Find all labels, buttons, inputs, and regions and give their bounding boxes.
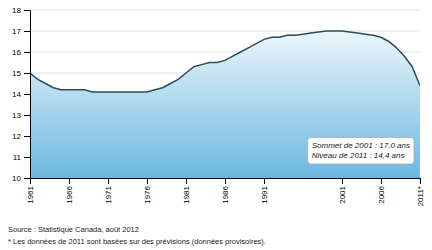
x-tick: 1986 <box>221 178 230 204</box>
data <box>30 31 420 178</box>
y-tick-mark <box>24 136 30 137</box>
x-tick-mark <box>342 178 343 184</box>
x-tick-label: 1976 <box>143 185 152 203</box>
y-tick-label: 10 <box>12 174 21 183</box>
y-tick-mark <box>24 73 30 74</box>
y-tick-label: 16 <box>12 48 21 57</box>
x-tick-label: 1981 <box>182 185 191 203</box>
y-tick-mark <box>24 31 30 32</box>
x-tick-label: 2011* <box>416 186 425 206</box>
y-tick: 13 <box>12 111 30 120</box>
y-tick: 14 <box>12 90 30 99</box>
x-tick-mark <box>108 178 109 184</box>
x-tick-label: 2001 <box>338 185 347 203</box>
y-tick-mark <box>24 115 30 116</box>
x-tick: 1991 <box>260 178 269 204</box>
y-tick-label: 17 <box>12 27 21 36</box>
y-tick-mark <box>24 10 30 11</box>
y-axis: 10 11 12 13 14 15 16 17 18 <box>12 6 30 183</box>
y-tick-label: 13 <box>12 111 21 120</box>
y-tick: 18 <box>12 6 30 15</box>
y-axis-line <box>24 11 31 179</box>
x-tick-mark <box>225 178 226 184</box>
x-tick-mark <box>186 178 187 184</box>
y-tick-label: 11 <box>13 153 22 162</box>
chart: 1961 1966 1971 1976 1981 1986 1991 2001 2006 2011… <box>0 0 432 250</box>
x-axis-line <box>31 179 421 185</box>
y-tick-mark <box>24 52 30 53</box>
annotation-box <box>308 137 414 164</box>
x-tick: 1976 <box>143 178 152 204</box>
footnote: * Les données de 2011 sont basées sur de… <box>8 237 266 246</box>
x-tick: 2011* <box>416 178 425 206</box>
x-tick: 1961 <box>26 178 35 204</box>
annotation-text: Sommet de 2001 : 17,0 ansNiveau de 2011 … <box>312 141 410 160</box>
grid-line <box>30 10 420 11</box>
x-tick-mark <box>264 178 265 184</box>
annotation: Sommet de 2001 : 17,0 ansNiveau de 2011 … <box>308 137 414 164</box>
x-tick-label: 2006 <box>377 185 386 203</box>
y-tick: 10 <box>12 174 30 183</box>
x-tick-mark <box>147 178 148 184</box>
x-tick: 1971 <box>104 178 113 204</box>
y-tick: 12 <box>12 132 30 141</box>
x-tick-mark <box>381 178 382 184</box>
y-tick: 16 <box>12 48 30 57</box>
x-tick-label: 1961 <box>26 185 35 203</box>
y-tick-mark <box>24 94 30 95</box>
y-tick-label: 12 <box>12 132 21 141</box>
x-tick: 2001 <box>338 178 347 204</box>
x-tick-label: 1991 <box>260 185 269 203</box>
x-tick-label: 1966 <box>65 185 74 203</box>
x-tick-mark <box>420 178 421 184</box>
x-tick: 1981 <box>182 178 191 204</box>
source: Source : Statistique Canada, août 2012 <box>8 225 139 234</box>
y-tick-mark <box>24 157 30 158</box>
plot: 1961 1966 1971 1976 1981 1986 1991 2001 2006 2011… <box>12 6 425 206</box>
x-tick: 2006 <box>377 178 386 204</box>
x-tick-mark <box>69 178 70 184</box>
y-tick-label: 15 <box>12 69 21 78</box>
line <box>30 31 420 92</box>
y-tick: 11 <box>13 153 30 162</box>
area <box>30 31 420 178</box>
y-tick-mark <box>24 178 30 179</box>
y-tick-label: 18 <box>12 6 21 15</box>
y-tick-label: 14 <box>12 90 21 99</box>
x-axis: 1961 1966 1971 1976 1981 1986 1991 2001 2006 2011… <box>26 178 425 206</box>
x-tick-label: 1971 <box>104 185 113 203</box>
grid-line <box>30 31 420 32</box>
y-tick: 17 <box>12 27 30 36</box>
y-tick: 15 <box>12 69 30 78</box>
x-tick-label: 1986 <box>221 185 230 203</box>
grid <box>30 10 420 178</box>
x-tick: 1966 <box>65 178 74 204</box>
